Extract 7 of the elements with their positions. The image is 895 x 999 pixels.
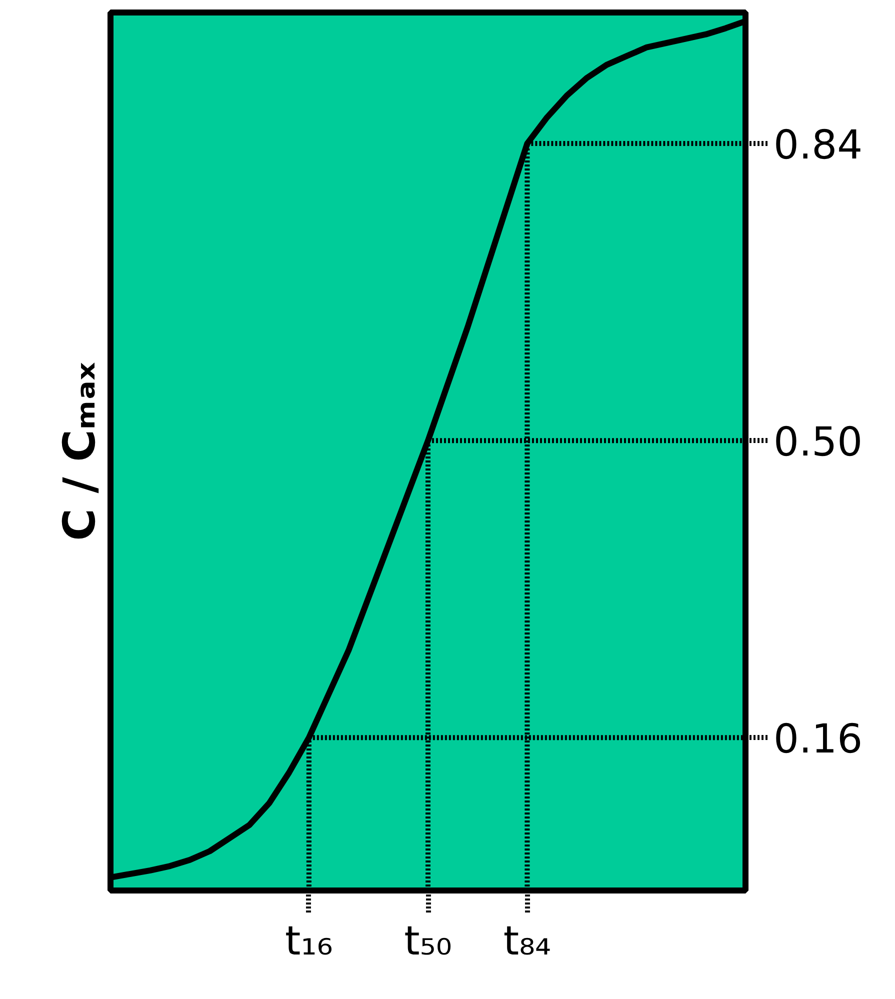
y-tick-label: 0.84 bbox=[774, 122, 863, 169]
x-tick-label: t₅₀ bbox=[404, 918, 452, 964]
y-axis-title: C / Cₘₐₓ bbox=[54, 362, 106, 541]
x-tick-label: t₈₄ bbox=[503, 918, 552, 964]
x-tick-label: t₁₆ bbox=[285, 918, 333, 964]
y-tick-label: 0.50 bbox=[774, 420, 863, 466]
y-tick-label: 0.16 bbox=[774, 716, 863, 763]
